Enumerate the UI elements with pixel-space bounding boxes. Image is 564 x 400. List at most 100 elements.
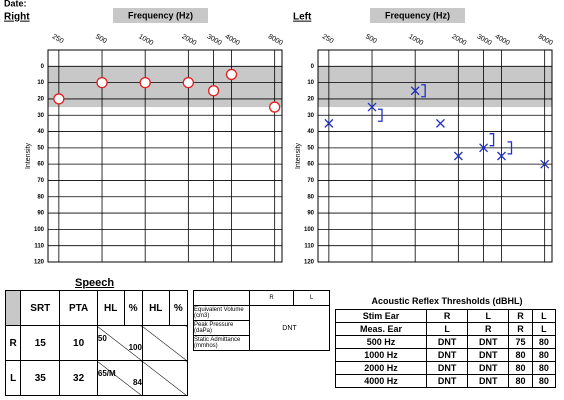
y-tick-label: 10 [307, 80, 314, 86]
hl-value: 50 [97, 334, 107, 343]
header-cell: L [531, 322, 557, 336]
x-label-box [113, 8, 208, 23]
y-tick-label: 0 [311, 64, 315, 70]
cell: 35 [20, 360, 61, 396]
x-tick-label: 8000 [537, 33, 554, 47]
header-cell: % [123, 290, 143, 326]
cell: 1000 Hz [335, 348, 427, 362]
score-cell: 50 100 [96, 325, 143, 361]
x-tick-label: 4000 [494, 33, 511, 47]
score-cell: 65/M 84 [96, 360, 143, 396]
marker-x [479, 143, 489, 153]
row: Equivalent Volume (cm3) DNT [193, 305, 330, 351]
header-cell: R [508, 309, 533, 323]
cell: DNT [467, 348, 510, 362]
ear-label: Left [293, 12, 312, 23]
header-cell: R [425, 309, 469, 323]
x-tick-label: 3000 [476, 33, 493, 47]
pct-value: 84 [133, 378, 142, 387]
ear-cell: L [4, 360, 22, 396]
hl-value: 65/M [97, 369, 116, 378]
marker-circle [182, 76, 194, 89]
row: Stim Ear R L R L [335, 309, 557, 323]
y-tick-label: 70 [307, 178, 314, 184]
x-tick-label: 250 [51, 33, 65, 45]
cell: DNT [467, 374, 510, 388]
marker-x [435, 118, 445, 128]
marker-circle [207, 85, 220, 97]
cell: 80 [531, 374, 557, 388]
y-tick-label: 30 [307, 113, 314, 119]
marker-bracket [378, 108, 383, 122]
y-tick-label: 70 [37, 178, 44, 184]
x-axis-label: Frequency (Hz) [385, 10, 450, 20]
marker-circle [225, 68, 238, 81]
marker-x [367, 102, 377, 112]
marker-x [497, 151, 506, 161]
x-tick-label: 500 [364, 33, 378, 45]
marker-circle [139, 76, 151, 89]
cell: 4000 Hz [335, 374, 427, 388]
x-label-box [370, 8, 465, 23]
marker-bracket [421, 84, 426, 98]
cell [193, 290, 250, 306]
cell [141, 325, 189, 361]
ear-label: Right [4, 12, 30, 23]
cell: 80 [531, 348, 557, 362]
y-tick-label: 90 [307, 211, 314, 217]
cell: 80 [508, 348, 533, 362]
x-tick-label: 2000 [180, 33, 197, 47]
y-tick-label: 40 [37, 129, 44, 135]
cell: 2000 Hz [335, 361, 427, 375]
header-cell: SRT [20, 290, 61, 326]
cell: 15 [20, 325, 61, 361]
marker-x [453, 151, 463, 161]
header-cell: % [168, 290, 189, 326]
header-cell: R [248, 290, 295, 306]
x-tick-label: 250 [321, 33, 335, 45]
row: 4000 Hz DNT DNT 80 80 [335, 374, 557, 388]
x-tick-label: 3000 [206, 33, 223, 47]
row: L 35 32 65/M 84 [4, 360, 189, 396]
ear-cell: R [4, 325, 22, 361]
y-tick-label: 80 [37, 194, 44, 200]
tymp-table: R L Equivalent Volume (cm3) DNT Peak Pressur… [193, 290, 330, 351]
cell: 80 [531, 335, 557, 349]
header-cell: R [467, 322, 510, 336]
y-tick-label: 80 [307, 194, 314, 200]
x-axis-label: Frequency (Hz) [128, 10, 193, 20]
cell: DNT [467, 361, 510, 375]
marker-circle [269, 101, 281, 113]
x-tick-label: 1000 [407, 33, 424, 47]
y-tick-label: 20 [37, 97, 44, 103]
y-tick-label: 110 [34, 243, 44, 249]
marker-circle [53, 93, 65, 105]
y-tick-label: 50 [307, 145, 314, 151]
speech-table: SRT PTA HL% HL% R 15 10 50 100 L 35 32 65/M 84 [4, 290, 189, 396]
cell [141, 360, 189, 396]
reflex-table: Stim Ear R L R L Meas. Ear L R R L 500 Hz DNT DNT 75 8… [335, 309, 557, 388]
y-tick-label: 100 [304, 227, 315, 233]
x-tick-label: 1000 [137, 33, 154, 47]
value-cell: DNT [249, 305, 330, 351]
header-cell: L [293, 290, 330, 306]
cell: DNT [467, 335, 510, 349]
y-tick-label: 60 [37, 162, 44, 168]
y-tick-label: 120 [304, 260, 315, 266]
row: SRT PTA HL% HL% [4, 290, 189, 326]
y-tick-label: 50 [37, 145, 44, 151]
cell: 80 [508, 374, 533, 388]
marker-circle [96, 76, 108, 89]
normal-band [318, 66, 552, 108]
cell: 80 [508, 361, 533, 375]
x-tick-label: 500 [94, 33, 108, 45]
row: 500 Hz DNT DNT 75 80 [335, 335, 557, 349]
y-tick-label: 40 [307, 129, 314, 135]
row: 1000 Hz DNT DNT 80 80 [335, 348, 557, 362]
cell: DNT [425, 361, 469, 375]
y-axis-label: Intensity [295, 142, 302, 169]
row: Static Admittance (mmhos) [193, 335, 330, 351]
